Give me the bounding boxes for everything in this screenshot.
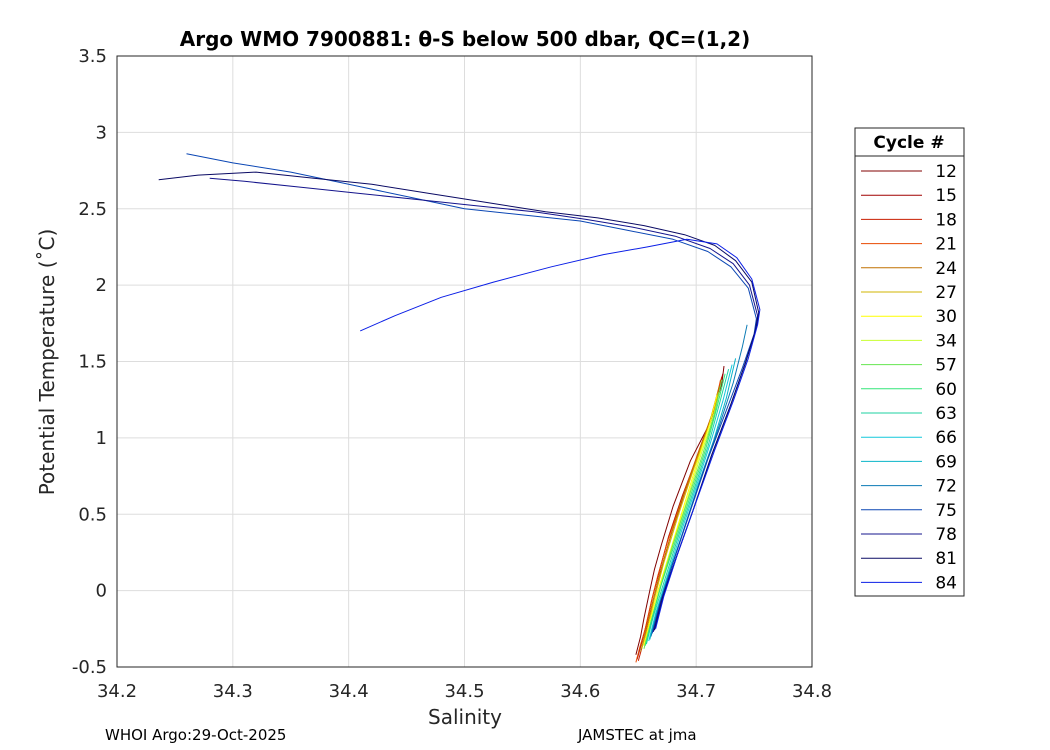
legend-label: 60 [935,380,957,400]
x-tick-label: 34.6 [560,681,600,702]
series-line-cycle-63 [645,368,730,645]
legend-label: 63 [935,404,957,424]
x-tick-label: 34.5 [444,681,484,702]
legend-items: 12 15 18 21 24 27 30 34 57 60 63 66 69 72 75 78 81 84 [861,162,957,593]
series-line-cycle-60 [644,373,726,646]
legend-label: 30 [935,307,957,327]
y-tick-label: 3.5 [78,46,107,67]
series-line-cycle-75 [186,153,757,634]
y-tick-label: 1 [96,428,107,449]
legend-label: 75 [935,501,957,521]
x-tick-label: 34.7 [676,681,716,702]
x-tick-label: 34.3 [213,681,253,702]
y-tick-label: 2.5 [78,199,107,220]
y-tick-labels: -0.5 0 0.5 1 1.5 2 2.5 3 3.5 [72,46,107,678]
series-layer [158,153,761,663]
legend-label: 84 [935,573,957,593]
y-tick-label: 2 [96,275,107,296]
legend-label: 78 [935,525,957,545]
x-tick-labels: 34.2 34.3 34.4 34.5 34.6 34.7 34.8 [97,681,832,702]
x-tick-label: 34.8 [792,681,832,702]
series-line-cycle-66 [648,364,733,642]
series-line-cycle-84 [359,238,761,629]
legend-label: 57 [935,356,957,376]
y-tick-label: -0.5 [72,657,107,678]
legend-label: 66 [935,428,957,448]
legend-label: 15 [935,186,957,206]
chart-title: Argo WMO 7900881: θ-S below 500 dbar, QC… [180,27,750,51]
legend: Cycle # 12 15 18 21 24 27 30 34 57 60 63 66 69 72 75 78… [854,127,965,597]
legend-label: 72 [935,477,957,497]
legend-label: 34 [935,331,957,351]
legend-label: 18 [935,210,957,230]
legend-label: 12 [935,162,957,182]
x-tick-label: 34.2 [97,681,137,702]
legend-box [854,127,965,597]
y-tick-label: 1.5 [78,352,107,373]
legend-label: 81 [935,549,957,569]
footer-right-credit: JAMSTEC at jma [578,726,697,744]
plot-frame [116,55,813,668]
x-tick-label: 34.4 [329,681,369,702]
series-line-cycle-24 [640,385,720,652]
legend-label: 21 [935,235,957,255]
y-tick-label: 0.5 [78,504,107,525]
y-axis-label: Potential Temperature (˚C) [35,229,59,496]
legend-label: 24 [935,259,957,279]
x-axis-label: Salinity [428,705,502,729]
series-line-cycle-81 [158,171,760,631]
y-tick-label: 0 [96,581,107,602]
series-line-cycle-30 [643,394,718,646]
legend-label: 27 [935,283,957,303]
footer-left-credit: WHOI Argo:29-Oct-2025 [105,726,287,744]
y-tick-label: 3 [96,122,107,143]
legend-title: Cycle # [873,133,944,153]
legend-label: 69 [935,452,957,472]
